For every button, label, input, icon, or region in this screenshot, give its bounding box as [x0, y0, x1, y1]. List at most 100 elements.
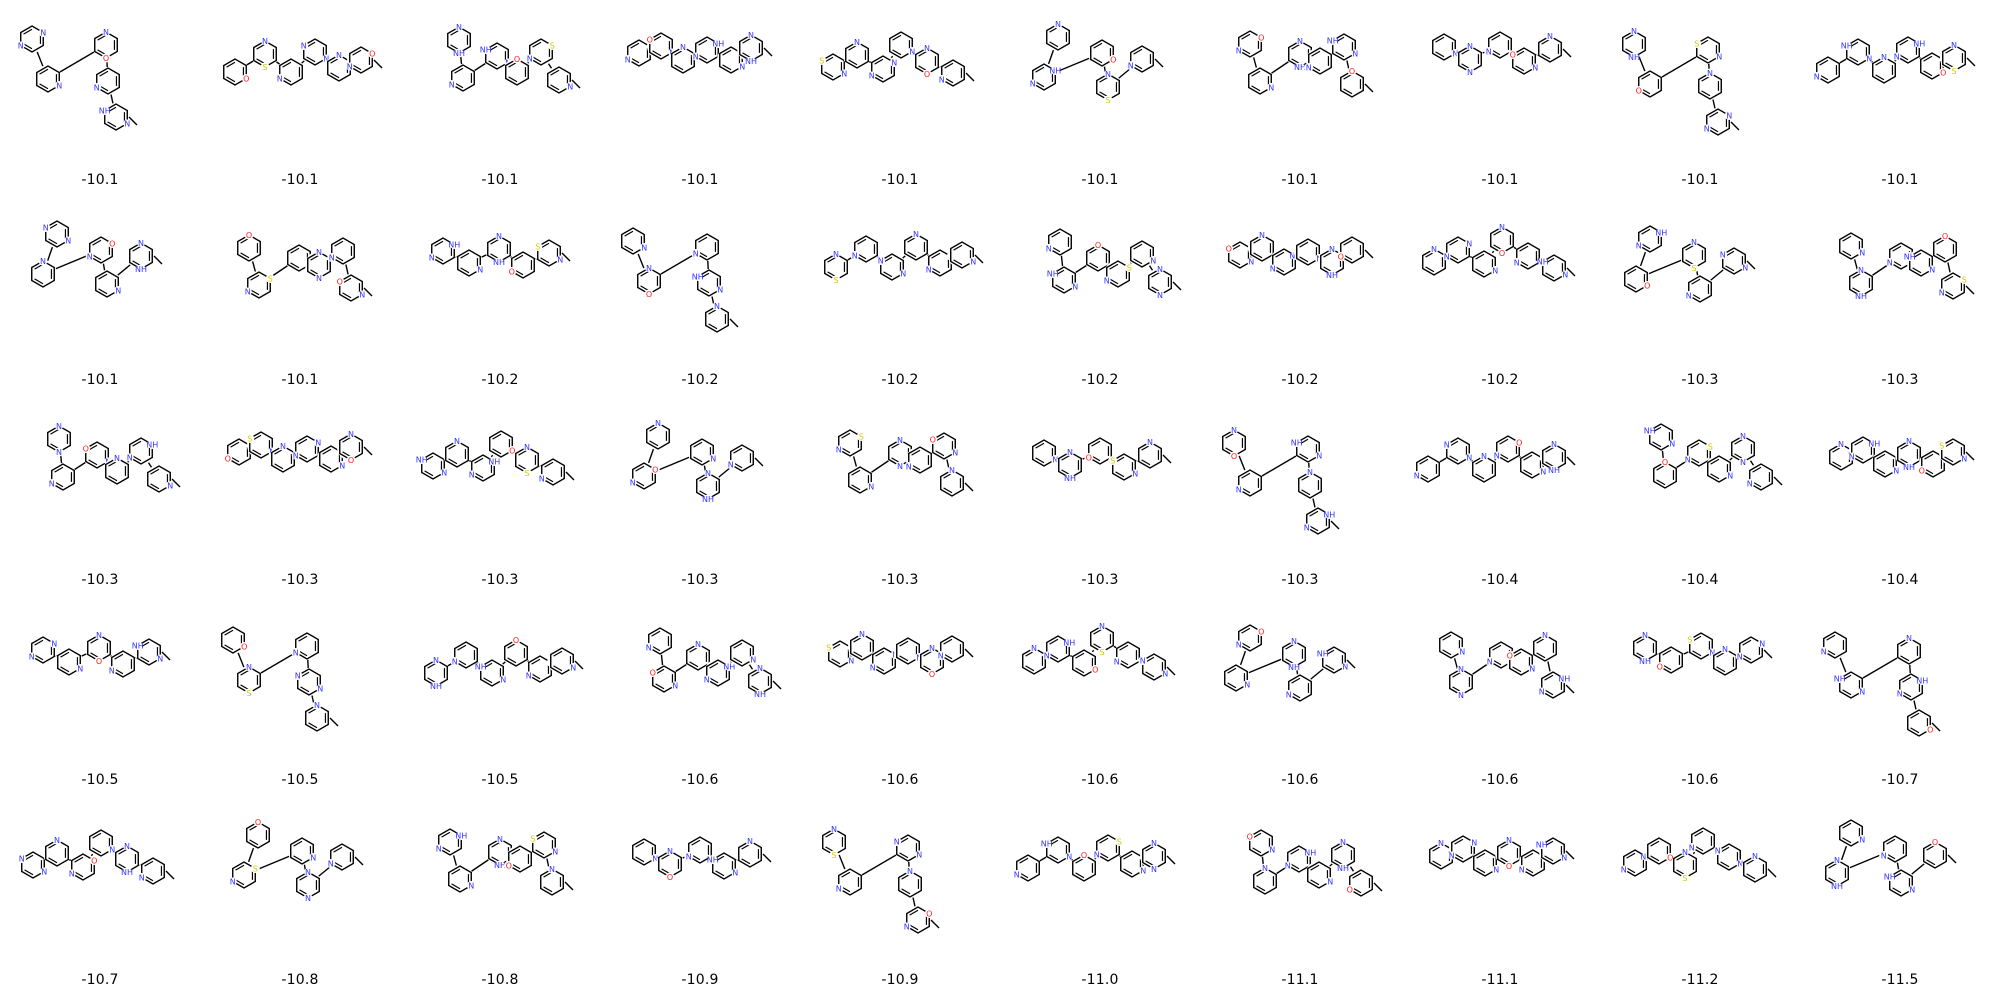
docking-score-label: -10.3	[281, 572, 319, 588]
double-bond	[226, 76, 236, 83]
methyl-bond	[1166, 666, 1176, 676]
atom-label-mask	[746, 56, 756, 66]
double-bond	[698, 54, 708, 61]
atom-label: NH	[1855, 292, 1867, 301]
ring-background	[938, 469, 966, 497]
molecule-cell: N N N O N N NH N -10.1	[0, 0, 200, 200]
atom-label-mask	[1715, 52, 1724, 61]
atom-label-mask	[85, 252, 94, 261]
docking-score-label: -10.2	[481, 372, 519, 388]
atom-label: N	[336, 51, 342, 60]
atom-label-mask	[92, 83, 102, 92]
atom-label-mask	[1490, 266, 1500, 275]
ring-background	[684, 643, 712, 671]
atom-label-mask	[1012, 870, 1022, 879]
atom-label: N	[69, 870, 75, 879]
double-bond	[1926, 859, 1936, 866]
double-bond	[24, 869, 34, 876]
atom-label-mask	[1257, 230, 1267, 240]
atom-label: N	[497, 835, 503, 844]
atom-label-mask	[1084, 453, 1094, 462]
atom-label-mask	[1891, 466, 1901, 475]
atom-label-mask	[1930, 837, 1940, 847]
double-bond	[1309, 525, 1319, 532]
atom-label-mask	[1885, 258, 1895, 267]
atom-label-mask	[1457, 665, 1465, 673]
atom-label-mask	[824, 643, 834, 652]
atom-label: N	[1752, 852, 1758, 861]
atom-label: N	[750, 656, 756, 665]
atom-label: N	[1849, 453, 1855, 462]
atom-label: N	[1114, 658, 1120, 667]
atom-label: N	[1499, 223, 1505, 232]
docking-score-label: -10.5	[481, 772, 519, 788]
double-bond	[1876, 468, 1886, 475]
double-bond	[1253, 252, 1263, 259]
double-bond	[700, 287, 710, 294]
double-bond	[252, 449, 262, 456]
atom-label-mask	[892, 837, 902, 846]
atom-label: NH	[1640, 853, 1652, 862]
atom-label: N	[1297, 37, 1303, 46]
double-bond	[457, 644, 467, 651]
atom-label: N	[1540, 468, 1546, 477]
atom-label: NH	[1558, 675, 1570, 684]
atom-label-mask	[817, 56, 827, 65]
atom-label: N	[1072, 283, 1078, 292]
atom-label: N	[1244, 681, 1250, 690]
double-bond	[841, 871, 851, 878]
atom-label: O	[1510, 51, 1516, 60]
atom-label-mask	[644, 289, 654, 299]
double-bond	[507, 657, 517, 664]
atom-label: N	[1685, 456, 1691, 465]
double-bond	[1251, 85, 1261, 92]
double-bond	[230, 441, 240, 448]
atom-label-mask	[904, 462, 914, 471]
double-bond	[909, 924, 919, 931]
atom-label: N	[1858, 266, 1864, 275]
atom-label: N	[831, 825, 837, 834]
atom-label: S	[1694, 40, 1699, 49]
atom-label: N	[109, 667, 115, 676]
molecule-structure-drawing: O N N NH N N NH N	[1222, 624, 1356, 702]
atom-label-mask	[902, 922, 911, 931]
molecule-cell: S N N N N N O N N -10.3	[800, 400, 1000, 600]
atom-label: N	[891, 59, 897, 68]
ring-background	[644, 422, 672, 450]
atom-label-mask	[455, 23, 463, 31]
atom-label: N	[1285, 862, 1291, 871]
atom-label-mask	[928, 644, 936, 652]
atom-label-mask	[1537, 687, 1546, 696]
double-bond	[699, 475, 709, 482]
docking-score-label: -10.3	[1281, 572, 1319, 588]
ring-background	[1447, 668, 1475, 696]
ring-background	[1296, 471, 1324, 499]
double-bond	[1291, 43, 1301, 50]
atom-label: S	[1127, 264, 1132, 273]
atom-label-mask	[499, 675, 508, 684]
atom-label: N	[40, 257, 46, 266]
atom-label: N	[1150, 257, 1156, 266]
atom-label: NH	[1047, 270, 1059, 279]
atom-label: N	[1906, 634, 1912, 643]
atom-label-mask	[693, 272, 703, 281]
atom-label: N	[1481, 452, 1487, 461]
atom-label: N	[524, 443, 530, 452]
atom-label-mask	[1925, 725, 1935, 734]
atom-label: N	[441, 469, 447, 478]
double-bond	[931, 252, 941, 259]
atom-label: N	[929, 644, 935, 653]
atom-label-mask	[1048, 269, 1058, 278]
atom-label-mask	[347, 430, 355, 438]
atom-label: O	[337, 278, 343, 287]
atom-label: NH	[121, 868, 133, 877]
ring-background	[1696, 72, 1724, 100]
ring-background	[305, 251, 333, 279]
atom-label: NH	[146, 441, 158, 450]
double-bond	[1301, 489, 1311, 496]
atom-label: N	[1561, 854, 1567, 863]
atom-label: N	[1689, 844, 1695, 853]
atom-label-mask	[924, 909, 934, 918]
